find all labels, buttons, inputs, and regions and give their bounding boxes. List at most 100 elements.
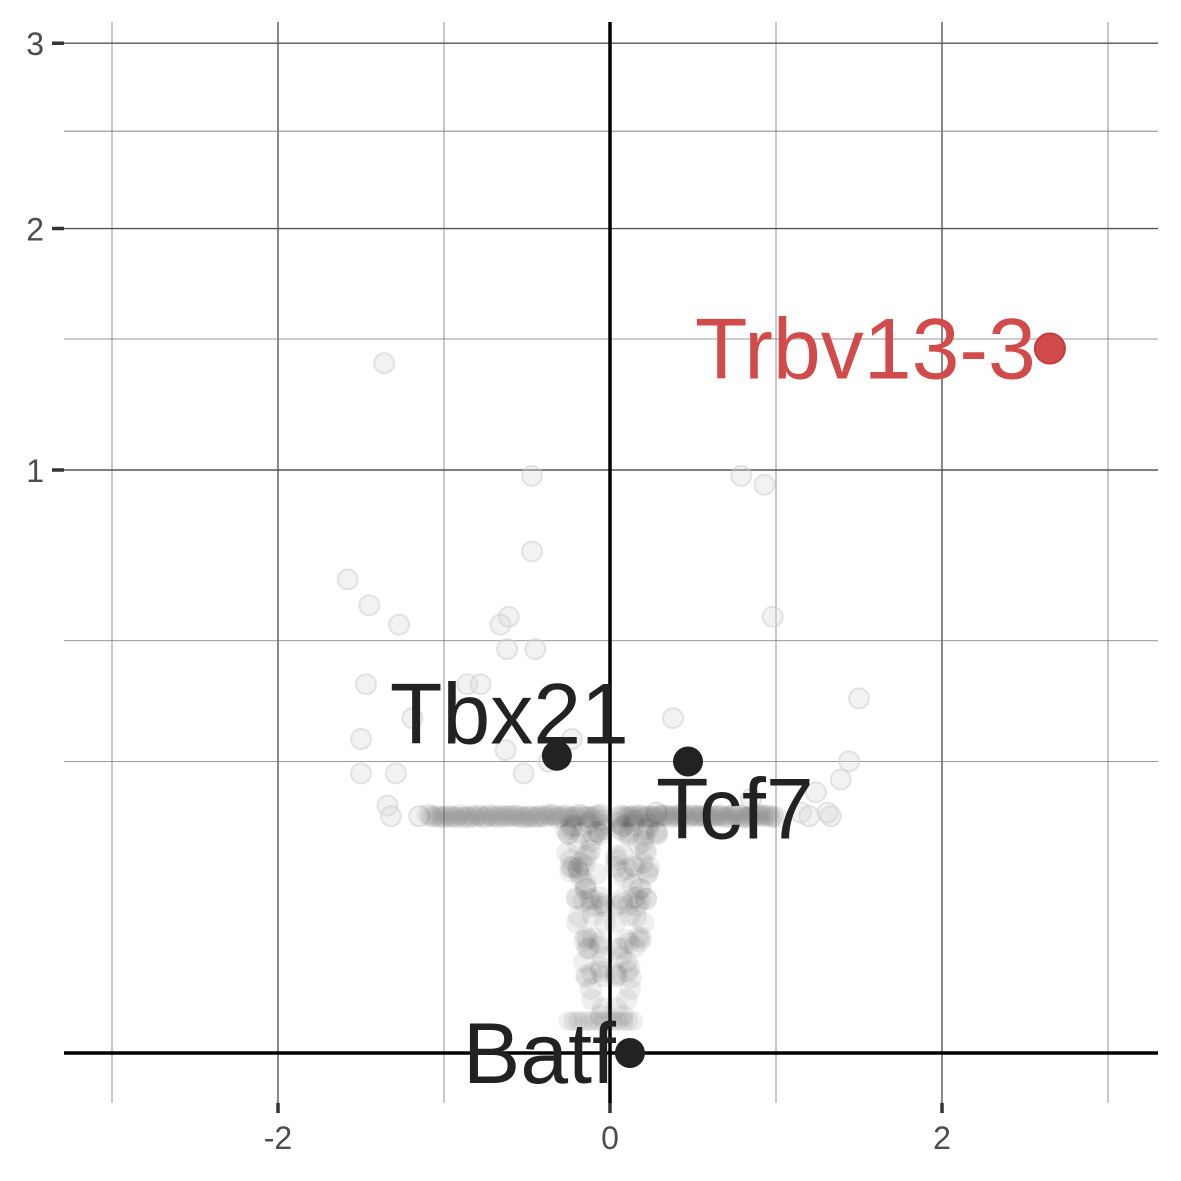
data-point [469,673,492,696]
data-point [408,805,431,828]
data-point [700,805,723,828]
data-point [576,928,599,951]
data-point [589,1004,612,1027]
data-point [623,804,646,827]
data-point [630,926,653,949]
gene-labels: Trbv13-3 Tbx21 Tcf7 Batf [390,302,1036,1102]
data-point [564,805,587,828]
data-point [520,540,543,563]
data-point [561,856,584,879]
data-point [570,803,593,826]
data-point [567,905,590,928]
data-point [519,805,542,828]
data-point [711,804,734,827]
data-point [610,888,633,911]
gene-label-batf: Batf [463,1006,617,1102]
data-point [611,1004,634,1027]
data-point [607,811,630,834]
data-point [422,805,445,828]
data-point [558,1011,579,1032]
data-point [716,806,739,829]
data-point [580,962,603,985]
data-point [573,854,596,877]
data-point [666,805,689,828]
data-point [607,806,630,829]
data-point [469,804,492,827]
data-point [573,930,596,953]
data-point [566,858,589,881]
data-point [354,673,377,696]
data-point [589,956,612,979]
data-point [623,1011,644,1032]
data-point [628,877,651,900]
data-point [358,594,381,617]
data-point [636,861,659,884]
data-point [593,818,616,841]
data-point [644,806,667,829]
data-point [759,806,782,829]
data-point [581,904,604,927]
data-point [632,911,655,934]
data-point [569,866,592,889]
data-point [593,1011,614,1032]
data-point [762,805,785,828]
data-point [580,830,603,853]
data-point [616,894,639,917]
data-point [581,888,604,911]
data-point [573,950,596,973]
data-point [565,886,588,909]
data-point [460,804,483,827]
data-point [589,960,612,983]
data-point [719,804,742,827]
data-point [617,805,640,828]
data-point [350,762,372,785]
data-point [618,1011,639,1032]
data-point [554,818,577,841]
data-point [605,997,628,1020]
data-point [714,806,737,829]
data-point [556,841,579,864]
gene-point-tbx21 [541,740,572,771]
gene-point-batf [614,1038,645,1068]
axis-ticks: -2 0 2 1 2 3 [26,26,951,1156]
data-point [484,804,507,827]
data-point [591,997,614,1020]
data-point [615,988,638,1011]
data-point [765,806,787,829]
data-point [637,813,660,836]
data-point [650,804,673,827]
data-point [558,806,581,829]
data-point [567,861,590,884]
data-point [637,817,660,840]
data-point [848,687,870,710]
gene-label-tbx21: Tbx21 [390,667,629,763]
data-point [489,613,512,636]
data-point [585,863,608,886]
data-point [730,464,753,487]
data-point [671,803,694,826]
data-point [496,638,519,661]
data-point [481,805,504,828]
data-point [634,806,657,829]
data-point [628,803,651,826]
data-point [494,739,517,762]
data-point [622,814,645,837]
data-point [592,945,615,968]
data-point [746,803,769,826]
data-point [616,960,639,983]
data-point [582,824,605,847]
data-point [593,895,616,918]
data-point [583,1011,604,1032]
data-point [748,804,771,827]
data-point [638,856,661,879]
data-point [623,935,646,958]
data-point [619,978,642,1001]
data-point [445,806,468,829]
data-point [546,806,569,829]
data-point [531,804,554,827]
data-point [581,988,604,1011]
data-point [336,568,359,591]
data-point [582,926,605,949]
data-point [534,806,557,829]
data-point [591,892,614,915]
